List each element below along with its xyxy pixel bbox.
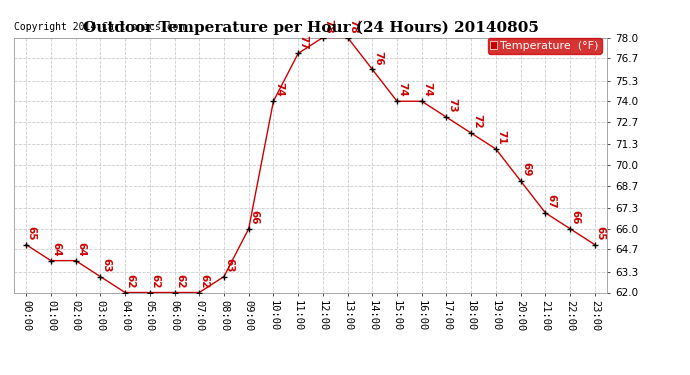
- Text: 62: 62: [200, 274, 210, 288]
- Text: 74: 74: [397, 82, 408, 97]
- Text: Copyright 2014 Cartronics.com: Copyright 2014 Cartronics.com: [14, 22, 184, 32]
- Text: 66: 66: [571, 210, 581, 225]
- Text: 65: 65: [27, 226, 37, 240]
- Text: 76: 76: [373, 51, 383, 65]
- Text: 74: 74: [274, 82, 284, 97]
- Text: 64: 64: [52, 242, 61, 256]
- Text: 63: 63: [101, 258, 111, 272]
- Text: 62: 62: [126, 274, 136, 288]
- Text: 62: 62: [175, 274, 185, 288]
- Text: 73: 73: [447, 98, 457, 113]
- Legend: Temperature  (°F): Temperature (°F): [488, 38, 602, 54]
- Text: 69: 69: [521, 162, 531, 177]
- Text: 63: 63: [224, 258, 235, 272]
- Title: Outdoor Temperature per Hour (24 Hours) 20140805: Outdoor Temperature per Hour (24 Hours) …: [83, 21, 538, 35]
- Text: 78: 78: [348, 19, 358, 33]
- Text: 66: 66: [249, 210, 259, 225]
- Text: 65: 65: [595, 226, 605, 240]
- Text: 78: 78: [324, 19, 333, 33]
- Text: 72: 72: [472, 114, 482, 129]
- Text: 64: 64: [76, 242, 86, 256]
- Text: 62: 62: [150, 274, 160, 288]
- Text: 67: 67: [546, 194, 556, 208]
- Text: 77: 77: [299, 34, 308, 49]
- Text: 74: 74: [422, 82, 433, 97]
- Text: 71: 71: [497, 130, 506, 145]
